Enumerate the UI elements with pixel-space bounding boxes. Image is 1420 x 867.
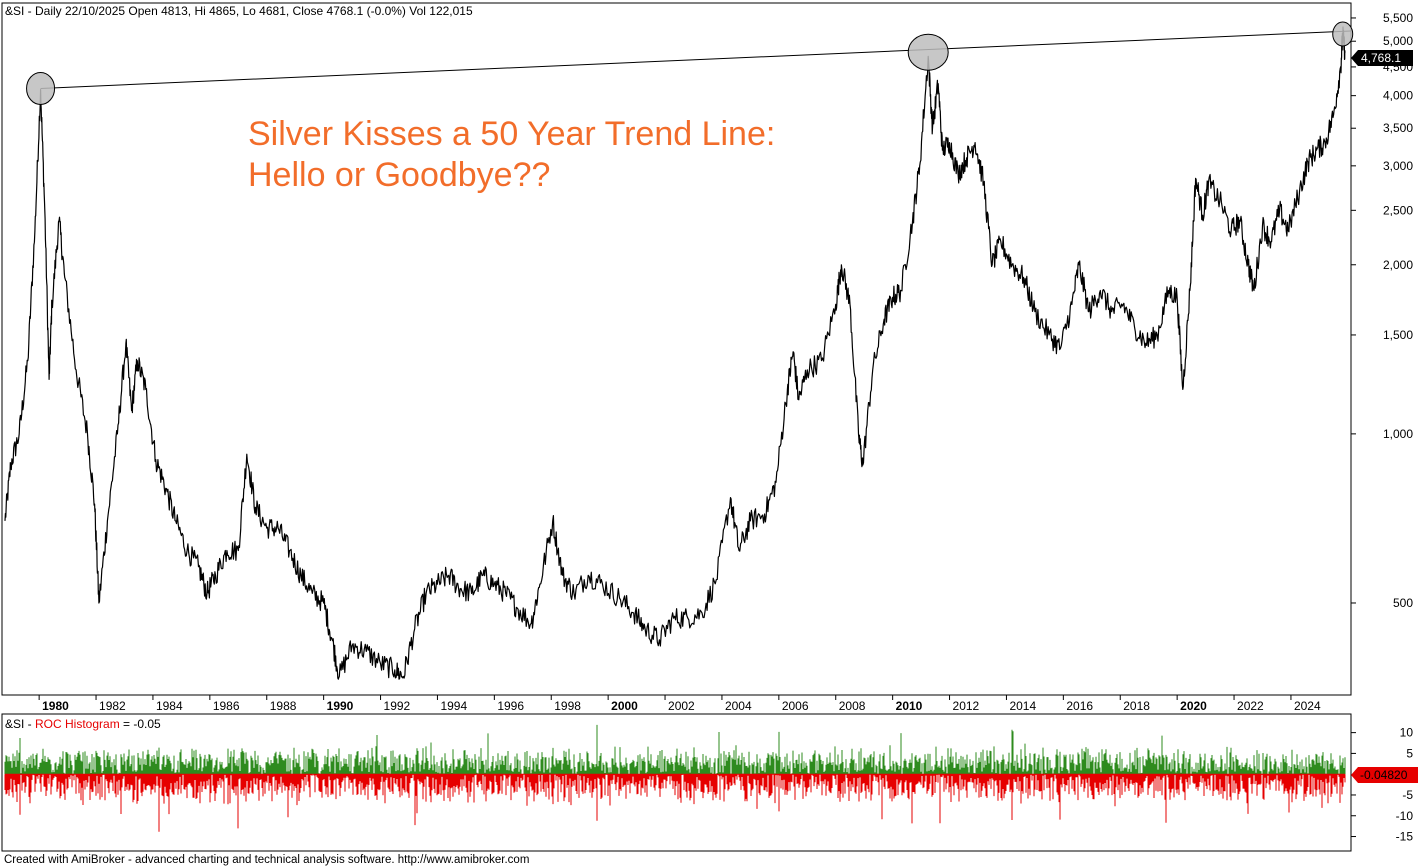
- last-price-label: 4,768.1: [1361, 51, 1401, 65]
- xtick-label: 2020: [1180, 699, 1207, 713]
- price-ytick-label: 3,000: [1383, 159, 1413, 173]
- price-ytick-label: 5,500: [1383, 11, 1413, 25]
- price-series-line: [4, 26, 1346, 680]
- xtick-label: 1996: [497, 699, 524, 713]
- roc-header-name: ROC Histogram: [35, 717, 120, 731]
- roc-header-prefix: &SI -: [5, 717, 35, 731]
- last-roc-label: -0.04820: [1360, 768, 1408, 782]
- price-ytick-label: 1,500: [1383, 328, 1413, 342]
- last-roc-marker: -0.04820: [1351, 767, 1418, 783]
- highlight-circle: [907, 33, 949, 71]
- xtick-label: 1984: [156, 699, 183, 713]
- price-ytick-label: 4,000: [1383, 89, 1413, 103]
- price-layer: [4, 21, 1354, 680]
- annotation-line-1: Silver Kisses a 50 Year Trend Line:: [248, 115, 775, 153]
- xtick-label: 1980: [42, 699, 69, 713]
- roc-header: &SI - ROC Histogram = -0.05: [5, 717, 161, 731]
- highlight-circle: [26, 71, 56, 105]
- xtick-label: 2014: [1009, 699, 1036, 713]
- roc-pane-border: [1, 713, 1352, 852]
- xtick-label: 1982: [99, 699, 126, 713]
- xtick-label: 2006: [782, 699, 809, 713]
- price-ytick-label: 5,000: [1383, 34, 1413, 48]
- roc-positive-bars: [4, 724, 1346, 775]
- roc-ytick-label: -15: [1396, 830, 1414, 844]
- last-price-marker: 4,768.1: [1351, 50, 1413, 66]
- xtick-label: 2018: [1123, 699, 1150, 713]
- price-ytick-label: 2,000: [1383, 258, 1413, 272]
- xtick-label: 2022: [1237, 699, 1264, 713]
- price-ytick-label: 2,500: [1383, 203, 1413, 217]
- trend-line: [40, 30, 1352, 89]
- xtick-label: 2002: [668, 699, 695, 713]
- xtick-label: 2000: [611, 699, 638, 713]
- price-ytick-label: 1,000: [1383, 427, 1413, 441]
- price-ytick-label: 500: [1393, 596, 1413, 610]
- roc-ytick-label: 5: [1406, 746, 1413, 760]
- roc-ytick-label: -10: [1396, 809, 1414, 823]
- annotation-line-2: Hello or Goodbye??: [248, 156, 550, 194]
- xtick-label: 2012: [953, 699, 980, 713]
- xtick-label: 1990: [327, 699, 354, 713]
- price-ytick-label: 3,500: [1383, 121, 1413, 135]
- xtick-label: 2008: [839, 699, 866, 713]
- xtick-label: 2010: [896, 699, 923, 713]
- xtick-label: 2024: [1294, 699, 1321, 713]
- price-pane-border: [1, 2, 1352, 696]
- roc-header-value: = -0.05: [120, 717, 161, 731]
- axis-layer: 500 1,000 1,500 2,000 2,500 3,000 3,500 4,000 4,…: [38, 11, 1414, 844]
- roc-ytick-label: 10: [1400, 726, 1414, 740]
- footer-credit: Created with AmiBroker - advanced charti…: [4, 854, 529, 866]
- xtick-label: 1988: [270, 699, 297, 713]
- price-header: &SI - Daily 22/10/2025 Open 4813, Hi 486…: [5, 4, 473, 18]
- highlight-circle: [1332, 21, 1354, 47]
- xtick-label: 1992: [384, 699, 411, 713]
- xtick-label: 2016: [1066, 699, 1093, 713]
- roc-ytick-label: -5: [1402, 788, 1413, 802]
- xtick-label: 1994: [440, 699, 467, 713]
- xtick-label: 1998: [554, 699, 581, 713]
- roc-layer: [4, 724, 1346, 832]
- roc-negative-bars: [4, 774, 1346, 832]
- xtick-label: 2004: [725, 699, 752, 713]
- xtick-label: 1986: [213, 699, 240, 713]
